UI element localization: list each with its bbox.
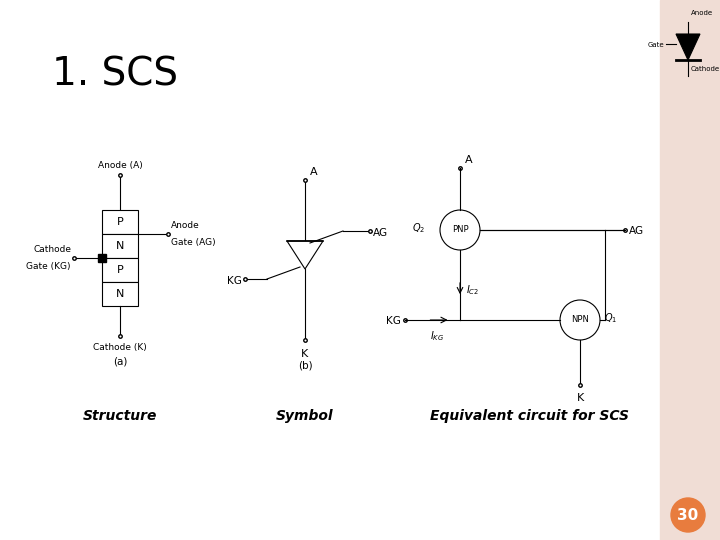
Bar xyxy=(102,282,138,306)
Text: $I_{KG}$: $I_{KG}$ xyxy=(431,329,445,343)
Text: (a): (a) xyxy=(113,356,127,366)
Text: $Q_1$: $Q_1$ xyxy=(604,311,617,325)
Text: N: N xyxy=(116,289,124,299)
Text: Cathode (K): Cathode (K) xyxy=(93,343,147,352)
Text: Gate: Gate xyxy=(647,43,664,49)
Text: A: A xyxy=(465,155,472,165)
Text: Gate (AG): Gate (AG) xyxy=(171,238,215,247)
Text: Equivalent circuit for SCS: Equivalent circuit for SCS xyxy=(431,409,629,423)
Text: K: K xyxy=(577,393,584,403)
Text: (b): (b) xyxy=(297,360,312,370)
Text: P: P xyxy=(117,217,123,227)
Text: NPN: NPN xyxy=(571,315,589,325)
Text: Anode: Anode xyxy=(691,10,713,16)
Text: Cathode: Cathode xyxy=(691,66,720,72)
Bar xyxy=(98,254,106,262)
Polygon shape xyxy=(676,34,700,60)
Text: KG: KG xyxy=(227,276,242,286)
Text: Gate (KG): Gate (KG) xyxy=(27,262,71,271)
Text: 30: 30 xyxy=(678,508,698,523)
Text: $Q_2$: $Q_2$ xyxy=(412,221,425,235)
Text: $I_{C2}$: $I_{C2}$ xyxy=(466,283,480,297)
Text: Symbol: Symbol xyxy=(276,409,334,423)
Text: KG: KG xyxy=(386,316,401,326)
Text: Cathode: Cathode xyxy=(33,245,71,254)
Text: AG: AG xyxy=(373,228,388,238)
Bar xyxy=(660,0,720,540)
Text: Structure: Structure xyxy=(83,409,157,423)
Text: N: N xyxy=(116,241,124,251)
Text: Anode: Anode xyxy=(171,221,199,230)
Text: AG: AG xyxy=(629,226,644,236)
Text: 1. SCS: 1. SCS xyxy=(52,55,178,93)
Text: Anode (A): Anode (A) xyxy=(98,161,143,170)
Bar xyxy=(102,234,138,258)
Text: K: K xyxy=(302,349,309,359)
Polygon shape xyxy=(287,241,323,269)
Text: A: A xyxy=(310,167,318,177)
Text: PNP: PNP xyxy=(451,226,468,234)
Bar xyxy=(102,258,138,282)
Circle shape xyxy=(671,498,705,532)
Bar xyxy=(102,210,138,234)
Text: P: P xyxy=(117,265,123,275)
